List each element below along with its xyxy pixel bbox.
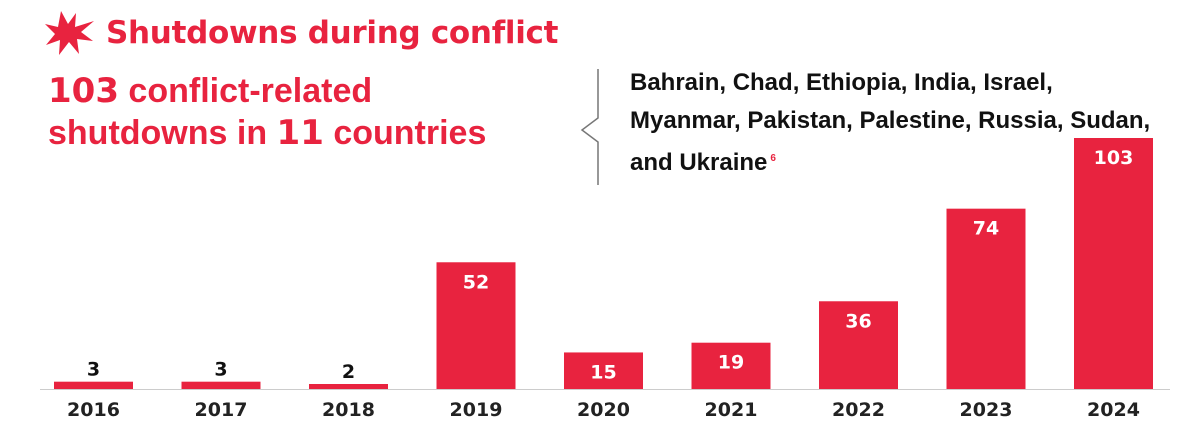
section-title: Shutdowns during conflict (106, 15, 559, 51)
headline-line-2-start: shutdowns in (48, 114, 277, 152)
data-label-2018: 2 (342, 361, 355, 383)
x-tick-label-2020: 2020 (577, 399, 630, 421)
data-label-2022: 36 (845, 310, 871, 332)
headline: 103 conflict-related shutdowns in 11 cou… (48, 70, 486, 154)
x-tick-label-2023: 2023 (960, 399, 1013, 421)
bar-2016 (54, 381, 133, 389)
data-label-2017: 3 (214, 359, 227, 381)
bar-2019 (436, 262, 516, 389)
headline-countries-count: 11 (276, 113, 324, 153)
x-tick-label-2018: 2018 (322, 399, 375, 421)
section-header: Shutdowns during conflict (44, 10, 558, 56)
x-tick-label-2019: 2019 (450, 399, 503, 421)
x-tick-label-2016: 2016 (67, 399, 120, 421)
bar-2017 (181, 381, 261, 389)
data-label-2016: 3 (87, 359, 100, 381)
data-label-2021: 19 (718, 352, 744, 374)
bracket-divider (580, 69, 599, 185)
headline-line-2-end: countries (323, 114, 487, 152)
headline-line-1: 103 conflict-related (48, 70, 486, 112)
data-label-2019: 52 (463, 271, 489, 293)
bar-2020 (564, 352, 643, 389)
bar-2022 (819, 301, 898, 389)
x-tick-label-2017: 2017 (195, 399, 248, 421)
countries-list: Bahrain, Chad, Ethiopia, India, Israel, … (630, 64, 1160, 182)
bar-2024 (1074, 138, 1153, 389)
headline-line-2: shutdowns in 11 countries (48, 112, 486, 154)
footnote-marker: 6 (770, 153, 776, 164)
data-label-2020: 15 (590, 361, 616, 383)
bar-2021 (691, 342, 771, 389)
data-label-2023: 74 (973, 218, 999, 240)
x-tick-label-2024: 2024 (1087, 399, 1140, 421)
x-tick-label-2022: 2022 (832, 399, 885, 421)
bar-2023 (946, 208, 1026, 389)
countries-text: Bahrain, Chad, Ethiopia, India, Israel, … (630, 69, 1151, 176)
burst-icon (45, 11, 94, 55)
data-label-2024: 103 (1094, 147, 1134, 169)
headline-line-1-text: conflict-related (118, 72, 373, 110)
headline-count: 103 (48, 71, 119, 111)
bar-2018 (309, 384, 388, 389)
x-tick-label-2021: 2021 (705, 399, 758, 421)
